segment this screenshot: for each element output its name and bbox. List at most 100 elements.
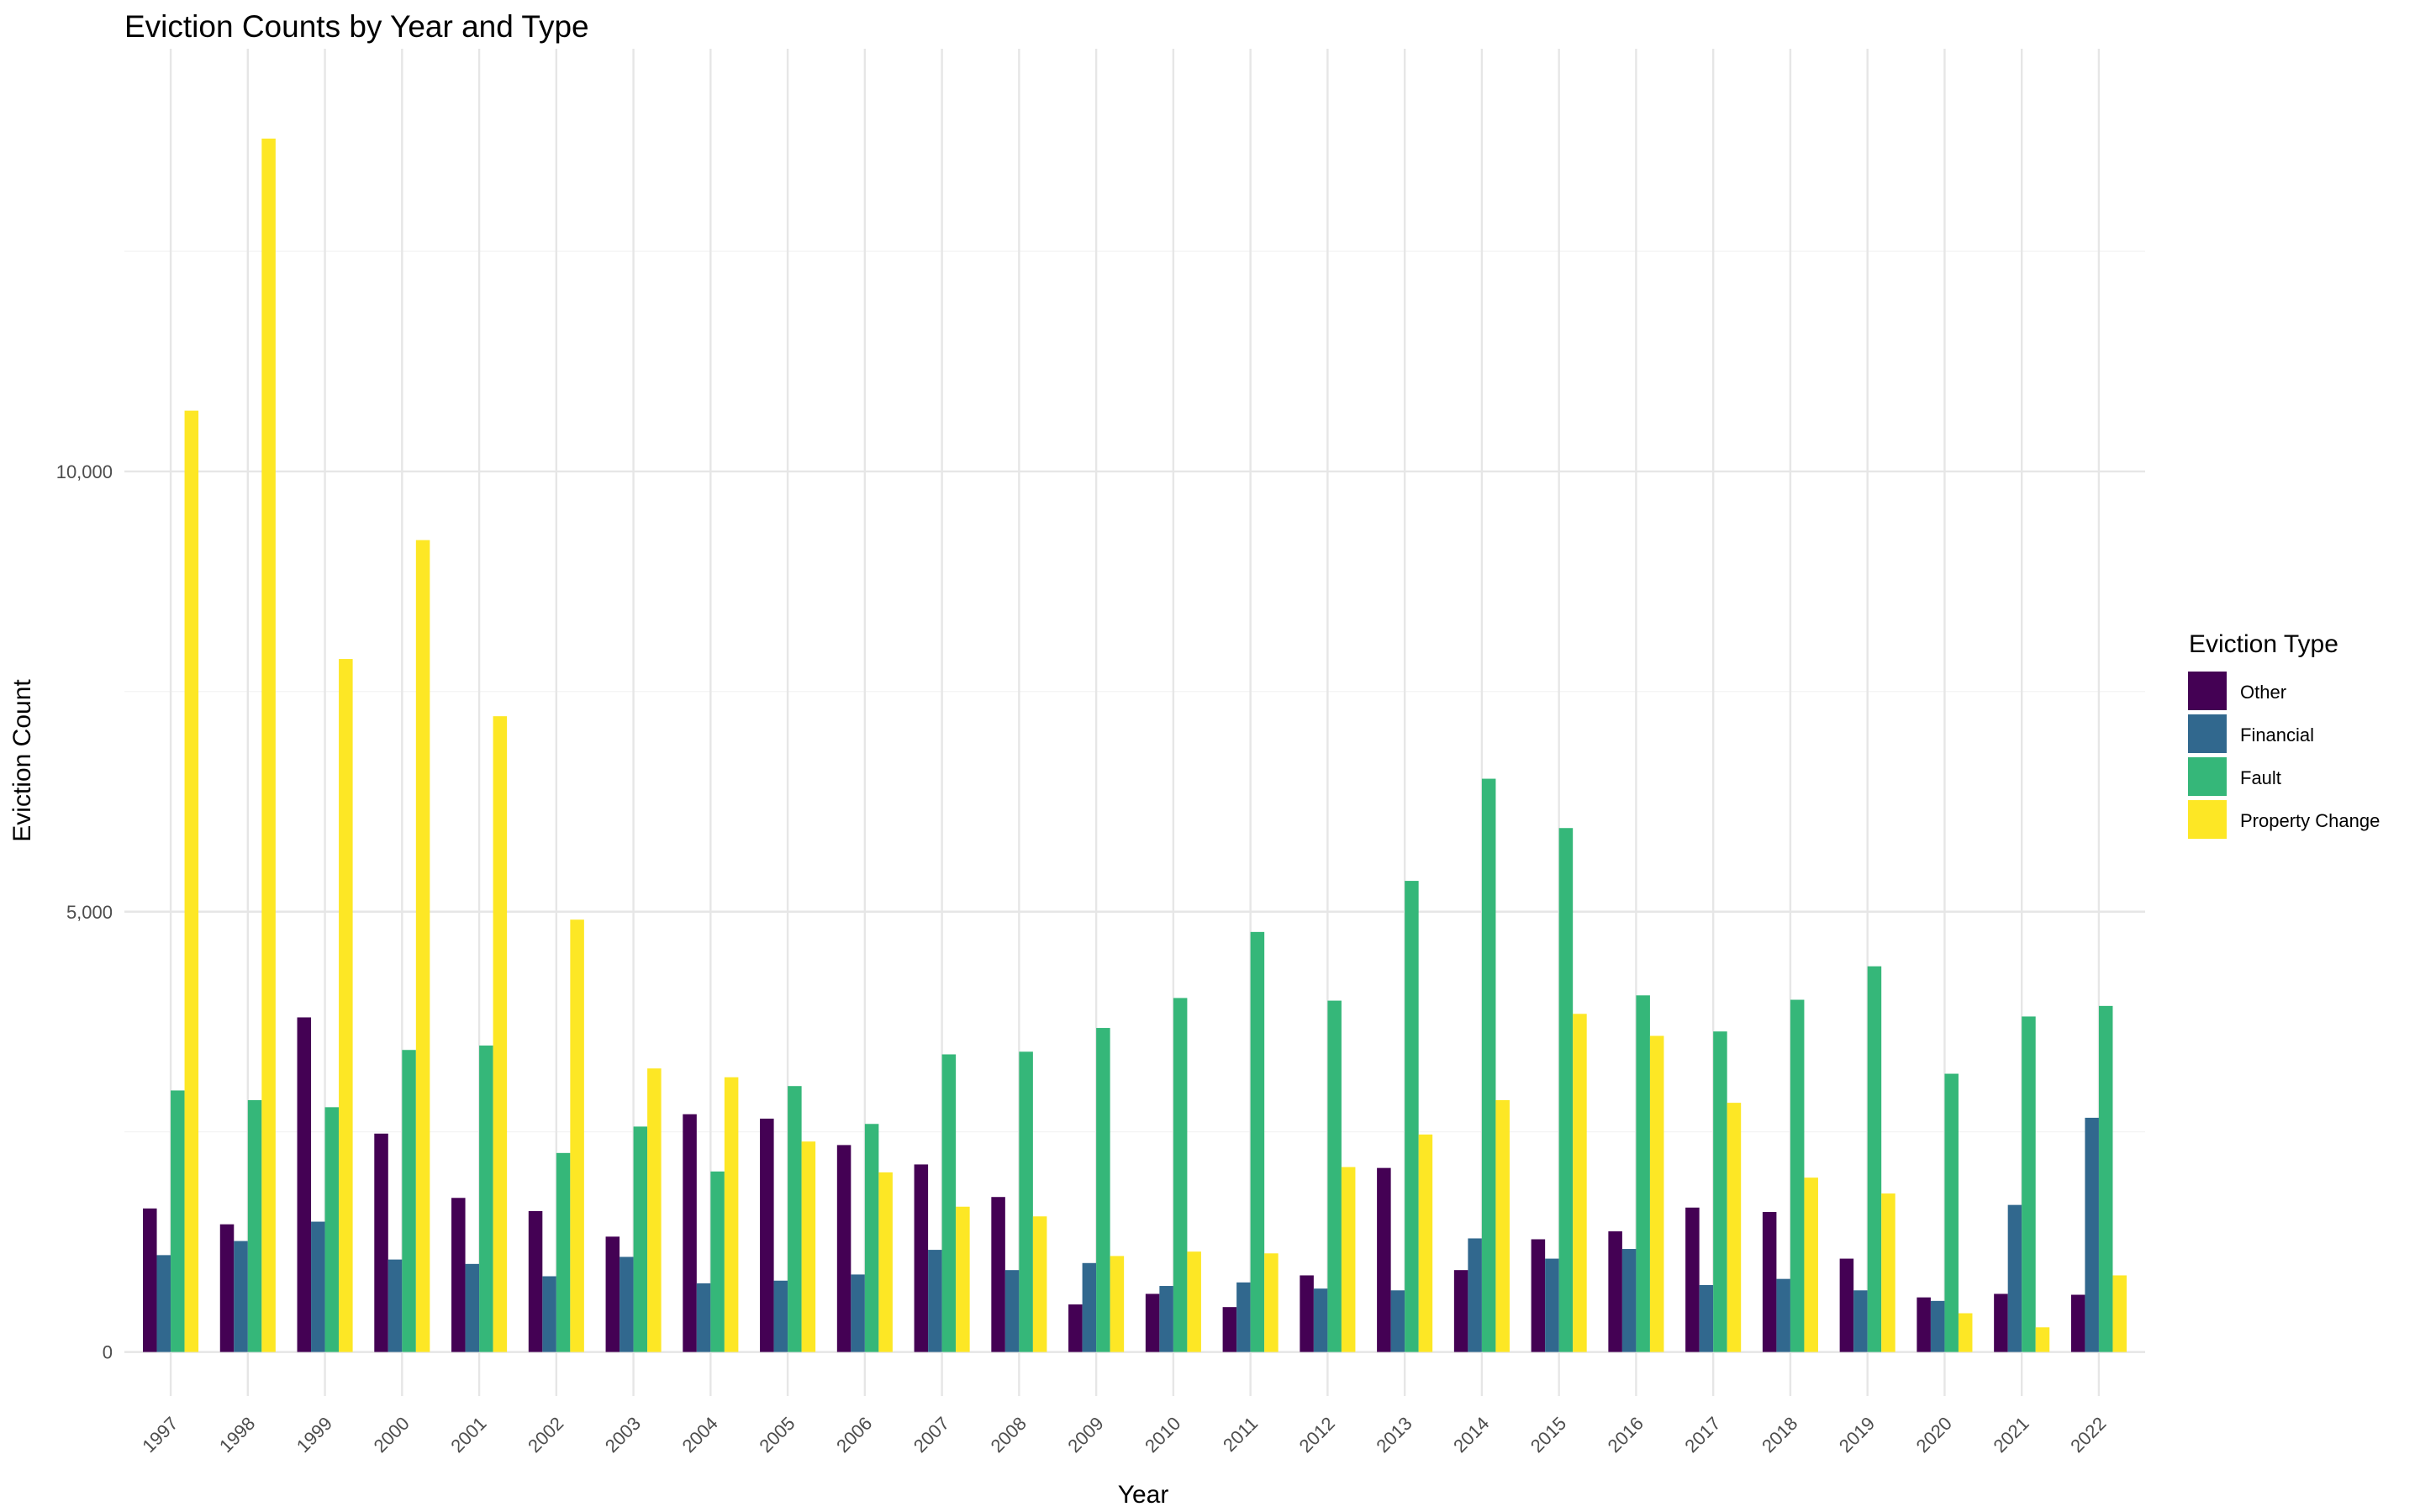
bar-other-2009 <box>1068 1304 1083 1352</box>
bar-financial-2015 <box>1545 1258 1559 1352</box>
legend-label-financial: Financial <box>2240 724 2314 745</box>
x-tick-label: 2018 <box>1758 1413 1801 1457</box>
bar-fault-2007 <box>941 1054 957 1352</box>
bar-other-1999 <box>297 1017 312 1352</box>
x-tick-label: 2000 <box>370 1413 414 1457</box>
bar-other-2020 <box>1916 1297 1931 1352</box>
legend-key-property-change <box>2188 800 2227 839</box>
bar-fault-2000 <box>402 1050 416 1352</box>
bar-other-1997 <box>143 1208 157 1352</box>
bar-fault-2013 <box>1405 881 1419 1352</box>
y-axis-title: Eviction Count <box>8 679 36 842</box>
bar-property-change-2010 <box>1187 1251 1201 1352</box>
bar-fault-2019 <box>1867 966 1882 1352</box>
y-tick-label: 10,000 <box>56 461 113 482</box>
bar-financial-2016 <box>1621 1249 1637 1352</box>
bar-financial-2004 <box>696 1283 711 1352</box>
x-tick-label: 2012 <box>1295 1413 1339 1457</box>
bar-financial-2002 <box>542 1276 556 1352</box>
x-tick-label: 2001 <box>446 1413 490 1457</box>
bar-property-change-2021 <box>2035 1327 2050 1352</box>
x-tick-label: 2020 <box>1912 1413 1956 1457</box>
y-tick-label: 5,000 <box>66 902 113 923</box>
bar-property-change-2015 <box>1573 1014 1587 1352</box>
bar-property-change-2018 <box>1804 1177 1818 1352</box>
x-tick-label: 2022 <box>2066 1413 2110 1457</box>
bar-financial-2017 <box>1699 1284 1714 1352</box>
bar-property-change-2014 <box>1495 1099 1510 1352</box>
bar-property-change-1997 <box>184 410 199 1352</box>
bar-fault-2018 <box>1790 999 1805 1352</box>
bar-financial-2018 <box>1776 1278 1790 1352</box>
bars <box>143 138 2127 1352</box>
y-axis-ticks: 0 5,000 10,000 <box>56 461 113 1363</box>
bar-financial-2000 <box>388 1259 403 1352</box>
bar-fault-1999 <box>324 1107 340 1352</box>
legend-items: Other Financial Fault Property Change <box>2188 672 2380 839</box>
bar-property-change-1999 <box>339 659 353 1352</box>
bar-fault-1997 <box>171 1090 185 1352</box>
bar-financial-2007 <box>928 1250 942 1352</box>
bar-other-2002 <box>528 1210 543 1352</box>
x-tick-label: 2006 <box>832 1413 876 1457</box>
bar-other-2003 <box>605 1236 620 1352</box>
bar-fault-1998 <box>247 1099 262 1352</box>
x-tick-label: 2011 <box>1219 1413 1262 1456</box>
bar-fault-2002 <box>556 1152 571 1352</box>
bar-fault-2022 <box>2098 1005 2113 1352</box>
bar-other-2011 <box>1222 1307 1237 1352</box>
bar-financial-1999 <box>311 1221 325 1352</box>
bar-other-2014 <box>1453 1270 1468 1352</box>
x-tick-label: 2016 <box>1604 1413 1648 1457</box>
bar-financial-2010 <box>1159 1286 1173 1352</box>
y-tick-label: 0 <box>103 1342 113 1363</box>
x-tick-label: 2005 <box>755 1413 799 1457</box>
bar-fault-2003 <box>633 1126 648 1352</box>
x-tick-label: 2017 <box>1680 1413 1724 1457</box>
legend-title: Eviction Type <box>2189 630 2338 658</box>
bar-fault-2004 <box>710 1171 725 1352</box>
x-tick-label: 2013 <box>1372 1413 1416 1457</box>
bar-financial-2013 <box>1390 1290 1405 1352</box>
x-tick-label: 2015 <box>1526 1413 1570 1457</box>
legend-label-other: Other <box>2240 682 2286 703</box>
x-tick-label: 2002 <box>524 1413 567 1457</box>
bar-other-1998 <box>219 1224 235 1352</box>
bar-fault-2008 <box>1019 1051 1033 1352</box>
bar-property-change-2020 <box>1958 1313 1973 1352</box>
bar-property-change-2006 <box>878 1172 893 1352</box>
bar-other-2012 <box>1300 1275 1314 1352</box>
bar-property-change-2022 <box>2112 1275 2127 1352</box>
bar-fault-2015 <box>1558 828 1574 1352</box>
bar-other-2015 <box>1531 1239 1546 1352</box>
x-tick-label: 1997 <box>138 1413 182 1457</box>
bar-financial-2020 <box>1930 1300 1945 1352</box>
x-axis-ticks: 1997 1998 1999 2000 2001 2002 2003 2004 2005 2006… <box>138 1413 2110 1457</box>
bar-other-2006 <box>836 1145 851 1352</box>
legend-key-financial <box>2188 714 2227 753</box>
x-tick-label: 2004 <box>678 1413 722 1457</box>
x-tick-label: 2007 <box>909 1413 953 1457</box>
bar-financial-2019 <box>1853 1290 1868 1352</box>
bar-financial-2003 <box>619 1256 634 1352</box>
bar-other-2021 <box>1994 1293 2008 1352</box>
bar-fault-2009 <box>1096 1028 1110 1352</box>
bar-financial-2021 <box>2007 1204 2022 1352</box>
bar-financial-2008 <box>1004 1270 1020 1352</box>
bar-other-2008 <box>991 1197 1005 1352</box>
bar-property-change-2003 <box>647 1068 662 1352</box>
legend-label-property-change: Property Change <box>2240 810 2380 831</box>
bar-property-change-2008 <box>1032 1216 1047 1352</box>
x-tick-label: 2003 <box>601 1413 645 1457</box>
bar-fault-2005 <box>788 1086 802 1352</box>
bar-financial-1997 <box>156 1255 171 1352</box>
bar-property-change-2009 <box>1110 1256 1125 1352</box>
bar-property-change-2005 <box>801 1141 816 1352</box>
bar-other-2000 <box>374 1133 388 1352</box>
bar-financial-2005 <box>773 1280 788 1352</box>
bar-other-2022 <box>2070 1294 2085 1352</box>
x-tick-label: 2014 <box>1449 1413 1493 1457</box>
bar-property-change-2001 <box>493 716 508 1352</box>
bar-financial-1998 <box>234 1241 248 1352</box>
bar-other-2001 <box>451 1198 466 1352</box>
